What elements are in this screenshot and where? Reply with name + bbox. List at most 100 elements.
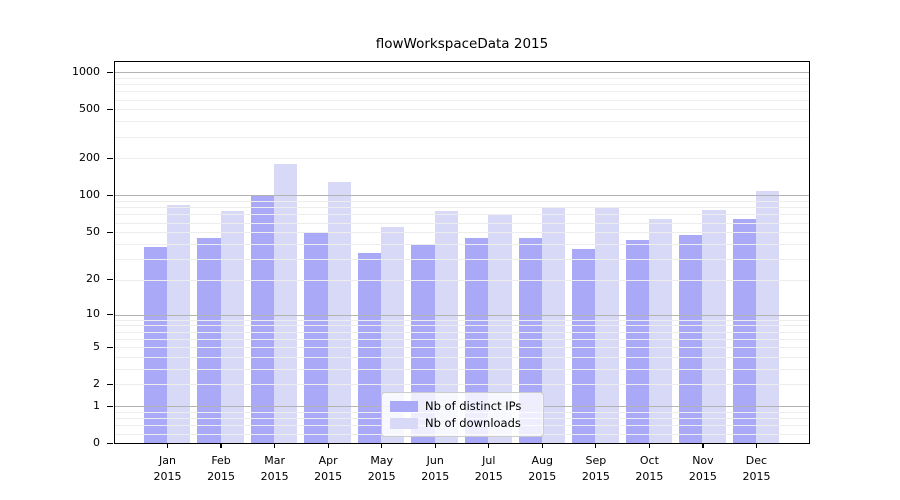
gridline-minor bbox=[115, 91, 809, 93]
x-tick-label: Jul 2015 bbox=[474, 454, 503, 483]
gridline-minor bbox=[115, 258, 809, 260]
legend-swatch-ips bbox=[390, 400, 418, 412]
y-tick-mark bbox=[107, 194, 113, 197]
gridline-minor bbox=[115, 158, 809, 160]
y-tick-mark bbox=[107, 383, 113, 386]
bar-downloads-jan bbox=[167, 205, 191, 443]
y-tick-mark bbox=[107, 108, 113, 110]
gridline-minor bbox=[115, 384, 809, 386]
bar-ips-feb bbox=[197, 238, 221, 443]
x-tick-label: Oct 2015 bbox=[635, 454, 664, 483]
bar-ips-mar bbox=[250, 194, 275, 443]
gridline-minor bbox=[115, 77, 809, 79]
x-tick-mark bbox=[166, 444, 169, 448]
gridline-minor bbox=[115, 214, 809, 216]
y-tick-label: 100 bbox=[79, 187, 100, 201]
gridline-minor bbox=[115, 121, 809, 123]
gridline-major bbox=[115, 314, 809, 316]
y-tick-label: 5 bbox=[93, 339, 100, 353]
y-tick-label: 10 bbox=[86, 307, 100, 321]
bars-layer bbox=[115, 62, 809, 443]
x-tick-mark bbox=[434, 444, 436, 448]
x-tick-mark bbox=[220, 444, 222, 448]
x-tick-mark bbox=[541, 444, 543, 448]
bar-downloads-feb bbox=[220, 210, 244, 443]
bar-ips-dec bbox=[732, 219, 756, 443]
gridline-major bbox=[115, 72, 809, 73]
legend: Nb of distinct IPs Nb of downloads bbox=[381, 392, 544, 437]
gridline-minor bbox=[115, 319, 809, 321]
bar-ips-jan bbox=[143, 247, 168, 443]
x-tick-label: Feb 2015 bbox=[207, 454, 236, 483]
bar-ips-may bbox=[357, 253, 382, 443]
gridline-minor bbox=[115, 222, 809, 224]
y-tick-mark bbox=[107, 346, 113, 348]
x-tick-label: Nov 2015 bbox=[688, 454, 717, 483]
bar-downloads-apr bbox=[327, 182, 351, 443]
x-tick-mark bbox=[381, 444, 383, 448]
gridline-minor bbox=[115, 232, 809, 234]
x-tick-mark bbox=[595, 444, 597, 448]
legend-item: Nb of distinct IPs bbox=[390, 399, 535, 413]
x-tick-mark bbox=[274, 444, 276, 448]
x-tick-label: Jun 2015 bbox=[421, 454, 450, 483]
gridline-minor bbox=[115, 369, 809, 370]
y-tick-label: 50 bbox=[86, 224, 100, 238]
y-tick-mark bbox=[107, 443, 113, 445]
gridline-minor bbox=[115, 207, 809, 209]
gridline-minor bbox=[115, 331, 809, 333]
y-tick-label: 500 bbox=[79, 101, 100, 115]
y-tick-mark bbox=[107, 231, 113, 233]
gridline-minor bbox=[115, 99, 809, 101]
x-tick-label: Mar 2015 bbox=[260, 454, 289, 483]
bar-ips-nov bbox=[679, 234, 703, 443]
gridline-minor bbox=[115, 201, 809, 202]
legend-item: Nb of downloads bbox=[390, 416, 535, 430]
y-tick-label: 0 bbox=[93, 436, 100, 449]
bar-downloads-sep bbox=[595, 207, 619, 443]
y-tick-mark bbox=[107, 71, 113, 73]
y-tick-mark bbox=[107, 405, 113, 407]
y-tick-label: 1 bbox=[93, 398, 100, 412]
x-tick-mark bbox=[702, 444, 704, 448]
grid-layer bbox=[115, 62, 809, 443]
gridline-minor bbox=[115, 338, 809, 340]
y-tick-mark bbox=[107, 314, 113, 316]
x-tick-mark bbox=[488, 444, 490, 448]
x-tick-label: Dec 2015 bbox=[742, 454, 771, 483]
gridline-minor bbox=[115, 109, 809, 111]
x-tick-label: Jan 2015 bbox=[153, 454, 182, 483]
gridline-major bbox=[115, 195, 809, 197]
x-tick-mark bbox=[755, 444, 758, 448]
gridline-minor bbox=[115, 347, 809, 349]
legend-label: Nb of downloads bbox=[425, 416, 521, 430]
y-tick-mark bbox=[107, 157, 113, 160]
chart-title: flowWorkspaceData 2015 bbox=[375, 36, 549, 52]
gridline-minor bbox=[115, 84, 809, 85]
gridline-minor bbox=[115, 136, 809, 138]
bar-downloads-mar bbox=[274, 163, 298, 443]
x-tick-label: May 2015 bbox=[367, 454, 396, 483]
x-tick-mark bbox=[327, 444, 329, 448]
legend-swatch-downloads bbox=[390, 417, 418, 429]
gridline-minor bbox=[115, 325, 809, 327]
bar-downloads-dec bbox=[755, 191, 780, 443]
x-tick-label: Aug 2015 bbox=[528, 454, 557, 483]
y-tick-label: 200 bbox=[79, 150, 100, 164]
bar-ips-apr bbox=[304, 232, 328, 443]
bar-ips-oct bbox=[625, 239, 649, 443]
x-tick-label: Apr 2015 bbox=[314, 454, 343, 483]
plot-area: Nb of distinct IPs Nb of downloads bbox=[114, 61, 810, 444]
y-tick-label: 20 bbox=[86, 272, 100, 286]
legend-label: Nb of distinct IPs bbox=[425, 399, 522, 413]
y-tick-label: 1000 bbox=[72, 64, 100, 78]
y-tick-label: 2 bbox=[93, 376, 100, 390]
bar-downloads-aug bbox=[541, 208, 566, 443]
bar-ips-sep bbox=[572, 248, 596, 443]
gridline-minor bbox=[115, 357, 809, 358]
bar-downloads-nov bbox=[702, 210, 726, 443]
bar-downloads-oct bbox=[648, 219, 673, 443]
x-tick-mark bbox=[648, 444, 650, 448]
gridline-minor bbox=[115, 279, 809, 281]
